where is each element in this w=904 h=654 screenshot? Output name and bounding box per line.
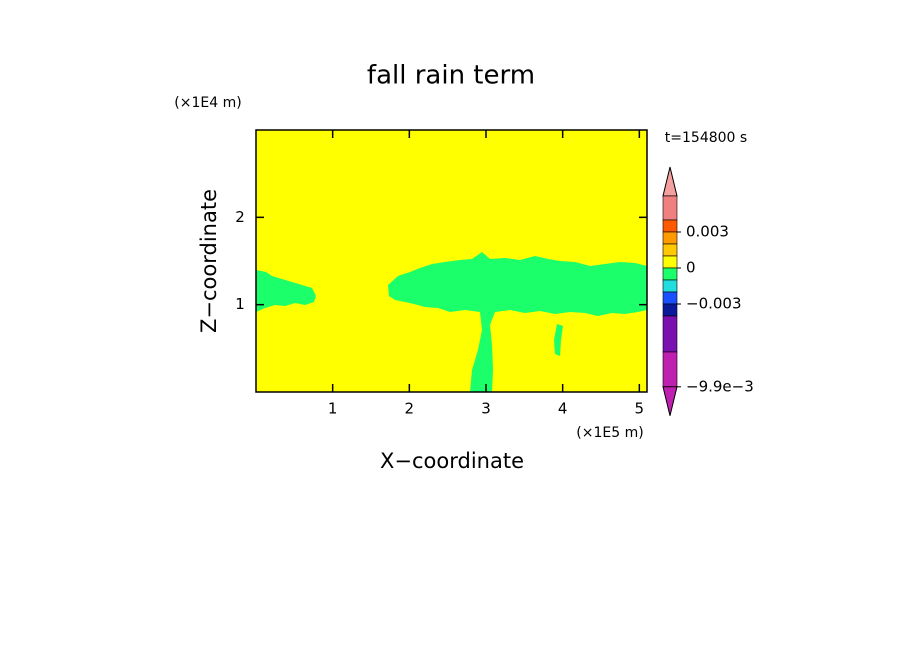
colorbar-band xyxy=(662,195,678,221)
colorbar-band xyxy=(662,351,678,388)
x-tick-label: 2 xyxy=(405,400,415,418)
colorbar-band xyxy=(662,243,678,257)
time-label: t=154800 s xyxy=(665,130,747,146)
x-tick-label: 3 xyxy=(481,400,491,418)
colorbar-band xyxy=(662,291,678,305)
colorbar-band xyxy=(662,303,678,317)
y-tick-label: 2 xyxy=(235,208,245,226)
colorbar-band xyxy=(662,315,678,353)
colorbar-band xyxy=(662,279,678,293)
x-tick-label: 1 xyxy=(328,400,338,418)
colorbar-band xyxy=(662,219,678,233)
plot-frame xyxy=(255,129,648,393)
chart-title: fall rain term xyxy=(367,61,535,91)
field-region xyxy=(256,270,316,312)
colorbar-tick-label: 0 xyxy=(686,259,696,277)
colorbar-tick-label: −0.003 xyxy=(686,295,742,313)
y-axis-title: Z−coordinate xyxy=(197,189,221,333)
field-background xyxy=(256,130,647,392)
y-tick-label: 1 xyxy=(235,295,245,313)
colorbar-band xyxy=(662,267,678,281)
x-tick-label: 5 xyxy=(635,400,645,418)
x-axis-title: X−coordinate xyxy=(380,449,524,473)
contour-field xyxy=(256,130,647,392)
x-unit: (×1E5 m) xyxy=(576,425,643,441)
colorbar-tick-label: 0.003 xyxy=(686,223,729,241)
colorbar-tick-label: −9.9e−3 xyxy=(686,377,754,395)
field-region xyxy=(388,252,647,392)
y-unit: (×1E4 m) xyxy=(174,95,241,111)
x-tick-label: 4 xyxy=(558,400,568,418)
colorbar-extension xyxy=(662,386,678,416)
colorbar-band xyxy=(662,255,678,269)
colorbar-band xyxy=(662,231,678,245)
field-region xyxy=(554,324,563,356)
